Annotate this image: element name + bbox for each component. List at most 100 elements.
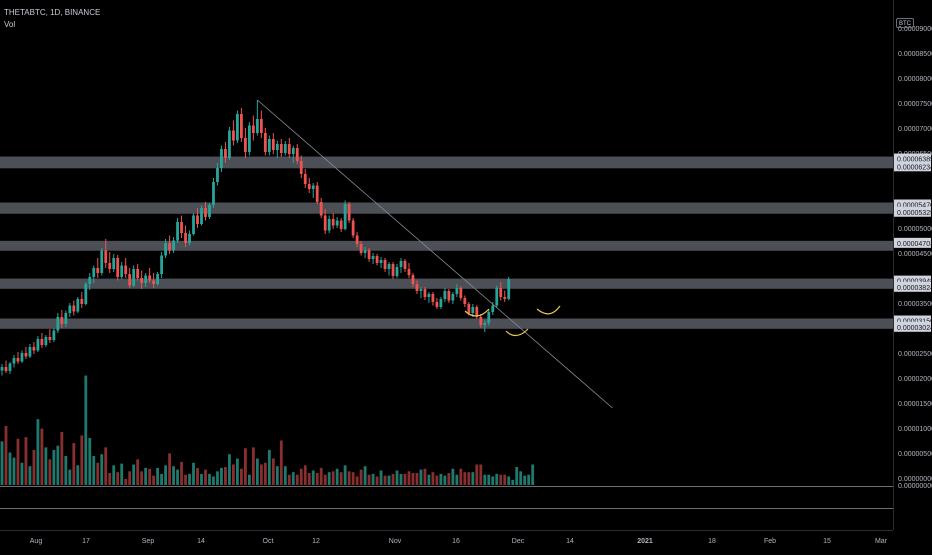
candle-body xyxy=(100,250,104,273)
candle-body xyxy=(112,258,116,269)
volume-bar xyxy=(475,464,479,485)
candle-body xyxy=(479,317,483,325)
candle-body xyxy=(375,256,379,263)
candle-body xyxy=(40,339,44,345)
volume-bar xyxy=(439,473,443,485)
volume-bar xyxy=(144,467,148,485)
volume-bar xyxy=(383,475,387,485)
zone-band-0 xyxy=(0,156,893,169)
candle-body xyxy=(307,184,311,189)
candle-body xyxy=(283,144,287,153)
candle-body xyxy=(88,277,92,284)
volume-bar xyxy=(0,441,4,485)
candle-body xyxy=(200,208,203,224)
volume-bar xyxy=(331,471,335,485)
volume-bar xyxy=(164,465,167,485)
price-tick-label: 0.00003500 xyxy=(898,301,932,308)
candle-body xyxy=(315,185,319,202)
candle-body xyxy=(224,149,227,158)
time-tick-label: Aug xyxy=(30,538,43,545)
volume-bar xyxy=(259,464,263,485)
volume-bar xyxy=(495,473,499,485)
volume-bar xyxy=(487,474,491,485)
time-tick-label: Mar xyxy=(875,538,888,545)
candle-body xyxy=(403,261,407,269)
price-tick-label: 0.00002500 xyxy=(898,351,932,358)
volume-label: Vol xyxy=(4,20,16,29)
trendline xyxy=(257,99,613,409)
candle-body xyxy=(507,279,511,299)
candle-body xyxy=(299,161,303,174)
volume-bar xyxy=(319,467,323,485)
time-tick-label: Sep xyxy=(142,538,155,545)
candle-body xyxy=(132,269,136,286)
volume-bar xyxy=(251,447,255,485)
volume-bar xyxy=(347,471,351,485)
volume-bar xyxy=(124,479,128,485)
volume-bar xyxy=(204,469,207,485)
candle-body xyxy=(339,220,343,229)
candle-body xyxy=(228,130,231,158)
volume-bar xyxy=(455,474,459,485)
candle-body xyxy=(383,260,387,269)
candle-body xyxy=(152,280,156,284)
candle-body xyxy=(467,304,471,313)
candle-body xyxy=(499,288,503,297)
candle-body xyxy=(259,119,263,133)
candle-body xyxy=(491,305,495,312)
candle-body xyxy=(196,215,199,224)
currency-badge[interactable]: BTC xyxy=(896,18,914,28)
candle-body xyxy=(140,278,144,283)
price-tick-label: 0.00007500 xyxy=(898,101,932,108)
candle-body xyxy=(148,275,152,281)
candle-body xyxy=(443,291,447,299)
candle-body xyxy=(439,299,443,307)
candle-body xyxy=(64,313,68,324)
volume-bar xyxy=(519,471,523,485)
time-tick-label: 18 xyxy=(708,538,716,545)
time-tick-label: Dec xyxy=(512,538,525,545)
candle-body xyxy=(311,185,315,189)
zone-band-2 xyxy=(0,240,893,251)
volume-bar xyxy=(403,473,407,485)
candle-body xyxy=(48,337,52,340)
candle-body xyxy=(435,302,439,307)
candle-body xyxy=(156,274,160,284)
volume-bar xyxy=(60,431,64,485)
candle-body xyxy=(80,299,84,304)
volume-bar xyxy=(447,473,451,485)
candle-body xyxy=(447,291,451,301)
candle-body xyxy=(108,263,112,269)
volume-bar xyxy=(192,462,195,485)
volume-bar xyxy=(64,455,68,485)
candle-body xyxy=(20,353,24,362)
price-tick-label: 0.00008000 xyxy=(898,76,932,83)
candle-body xyxy=(136,269,140,278)
candle-body xyxy=(327,219,331,231)
volume-bar xyxy=(323,474,327,485)
volume-bar xyxy=(180,461,183,485)
candle-body xyxy=(16,358,20,362)
volume-bar xyxy=(503,474,507,485)
volume-bar xyxy=(411,473,415,485)
price-tick-label: 0.00005000 xyxy=(898,226,932,233)
head-arc xyxy=(505,328,529,337)
chart-title: THETABTC, 1D, BINANCE xyxy=(4,8,101,17)
volume-bar xyxy=(216,471,219,485)
candle-body xyxy=(471,307,475,313)
volume-bar xyxy=(152,475,156,485)
candle-body xyxy=(44,337,48,345)
candle-body xyxy=(184,233,187,243)
zone-price-label-box xyxy=(894,206,931,217)
zone-band-3 xyxy=(0,278,893,289)
volume-bar xyxy=(243,448,247,485)
candle-body xyxy=(483,323,487,325)
volume-bar xyxy=(263,462,267,485)
zone-price-label-box xyxy=(894,281,931,292)
volume-bar xyxy=(52,449,56,485)
volume-bar xyxy=(315,473,319,485)
volume-bar xyxy=(419,469,423,485)
volume-bar xyxy=(371,473,375,485)
candle-body xyxy=(503,297,507,299)
